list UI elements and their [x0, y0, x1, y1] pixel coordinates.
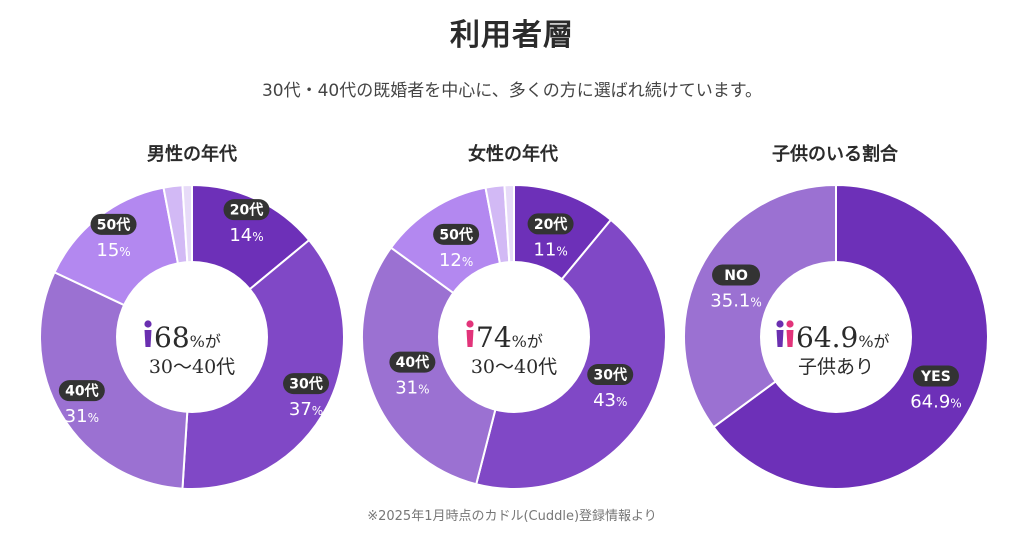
page-subtitle: 30代・40代の既婚者を中心に、多くの方に選ばれ続けています。: [261, 81, 763, 101]
slice-30代: [181, 238, 345, 490]
slice-label-no: NO 35.1%: [710, 264, 762, 311]
footnote: ※2025年1月時点のカドル(Cuddle)登録情報より: [367, 509, 657, 524]
slice-value-label: 14%: [229, 225, 263, 246]
label-pill: [912, 365, 959, 387]
slice-category-label: 40代: [396, 354, 429, 371]
slice-value-label: 15%: [96, 240, 130, 261]
chart-title-children: 子供のいる割合: [772, 144, 898, 165]
donut-hole: [760, 261, 912, 413]
page-title: 利用者層: [450, 18, 574, 53]
center-caption: 30〜40代: [149, 356, 235, 378]
center-caption: 30〜40代: [471, 356, 557, 378]
slice-value-label: 37%: [289, 399, 323, 420]
center-caption: 子供あり: [798, 356, 874, 378]
slice-category-label: 40代: [65, 383, 98, 400]
slice-value-label: 35.1%: [710, 290, 761, 311]
center-summary: 74%が30〜40代: [466, 320, 557, 378]
donut-hole: [438, 261, 590, 413]
label-pill: [712, 264, 761, 286]
female-person-icon: [786, 320, 794, 347]
slice-category-label: NO: [724, 268, 748, 284]
female-person-icon: [466, 320, 474, 347]
label-pill: [90, 213, 137, 235]
center-summary: 68%が30〜40代: [144, 320, 235, 378]
slice-category-label: 50代: [439, 226, 472, 243]
male-person-icon: [776, 320, 784, 347]
slice-category-label: YES: [920, 369, 951, 385]
slice-category-label: 50代: [97, 216, 130, 233]
donut-hole: [116, 261, 268, 413]
label-pill: [389, 351, 436, 373]
chart-title-female: 女性の年代: [468, 144, 558, 165]
slice-value-label: 31%: [65, 406, 99, 427]
label-pill: [283, 373, 330, 395]
label-pill: [587, 364, 634, 386]
slice-category-label: 30代: [593, 367, 626, 384]
label-pill: [58, 380, 105, 402]
slice-label-yes: YES 64.9%: [910, 365, 962, 413]
center-value: 74%が: [476, 321, 543, 354]
label-pill: [433, 223, 480, 245]
slice-40代: [361, 246, 516, 486]
male-person-icon: [144, 320, 152, 347]
slice-no: [683, 183, 837, 429]
slice-value-label: 31%: [395, 378, 429, 399]
slice-category-label: 20代: [534, 216, 567, 233]
slice-category-label: 20代: [230, 202, 263, 219]
center-value: 64.9%が: [796, 321, 890, 354]
center-value: 68%が: [154, 321, 221, 354]
chart-title-male: 男性の年代: [147, 144, 237, 165]
slice-value-label: 64.9%: [910, 392, 961, 413]
label-pill: [223, 199, 270, 221]
slice-category-label: 30代: [289, 376, 322, 393]
label-pill: [527, 213, 574, 235]
slice-value-label: 12%: [439, 250, 473, 271]
slice-value-label: 43%: [593, 390, 627, 411]
slice-value-label: 11%: [533, 239, 567, 260]
